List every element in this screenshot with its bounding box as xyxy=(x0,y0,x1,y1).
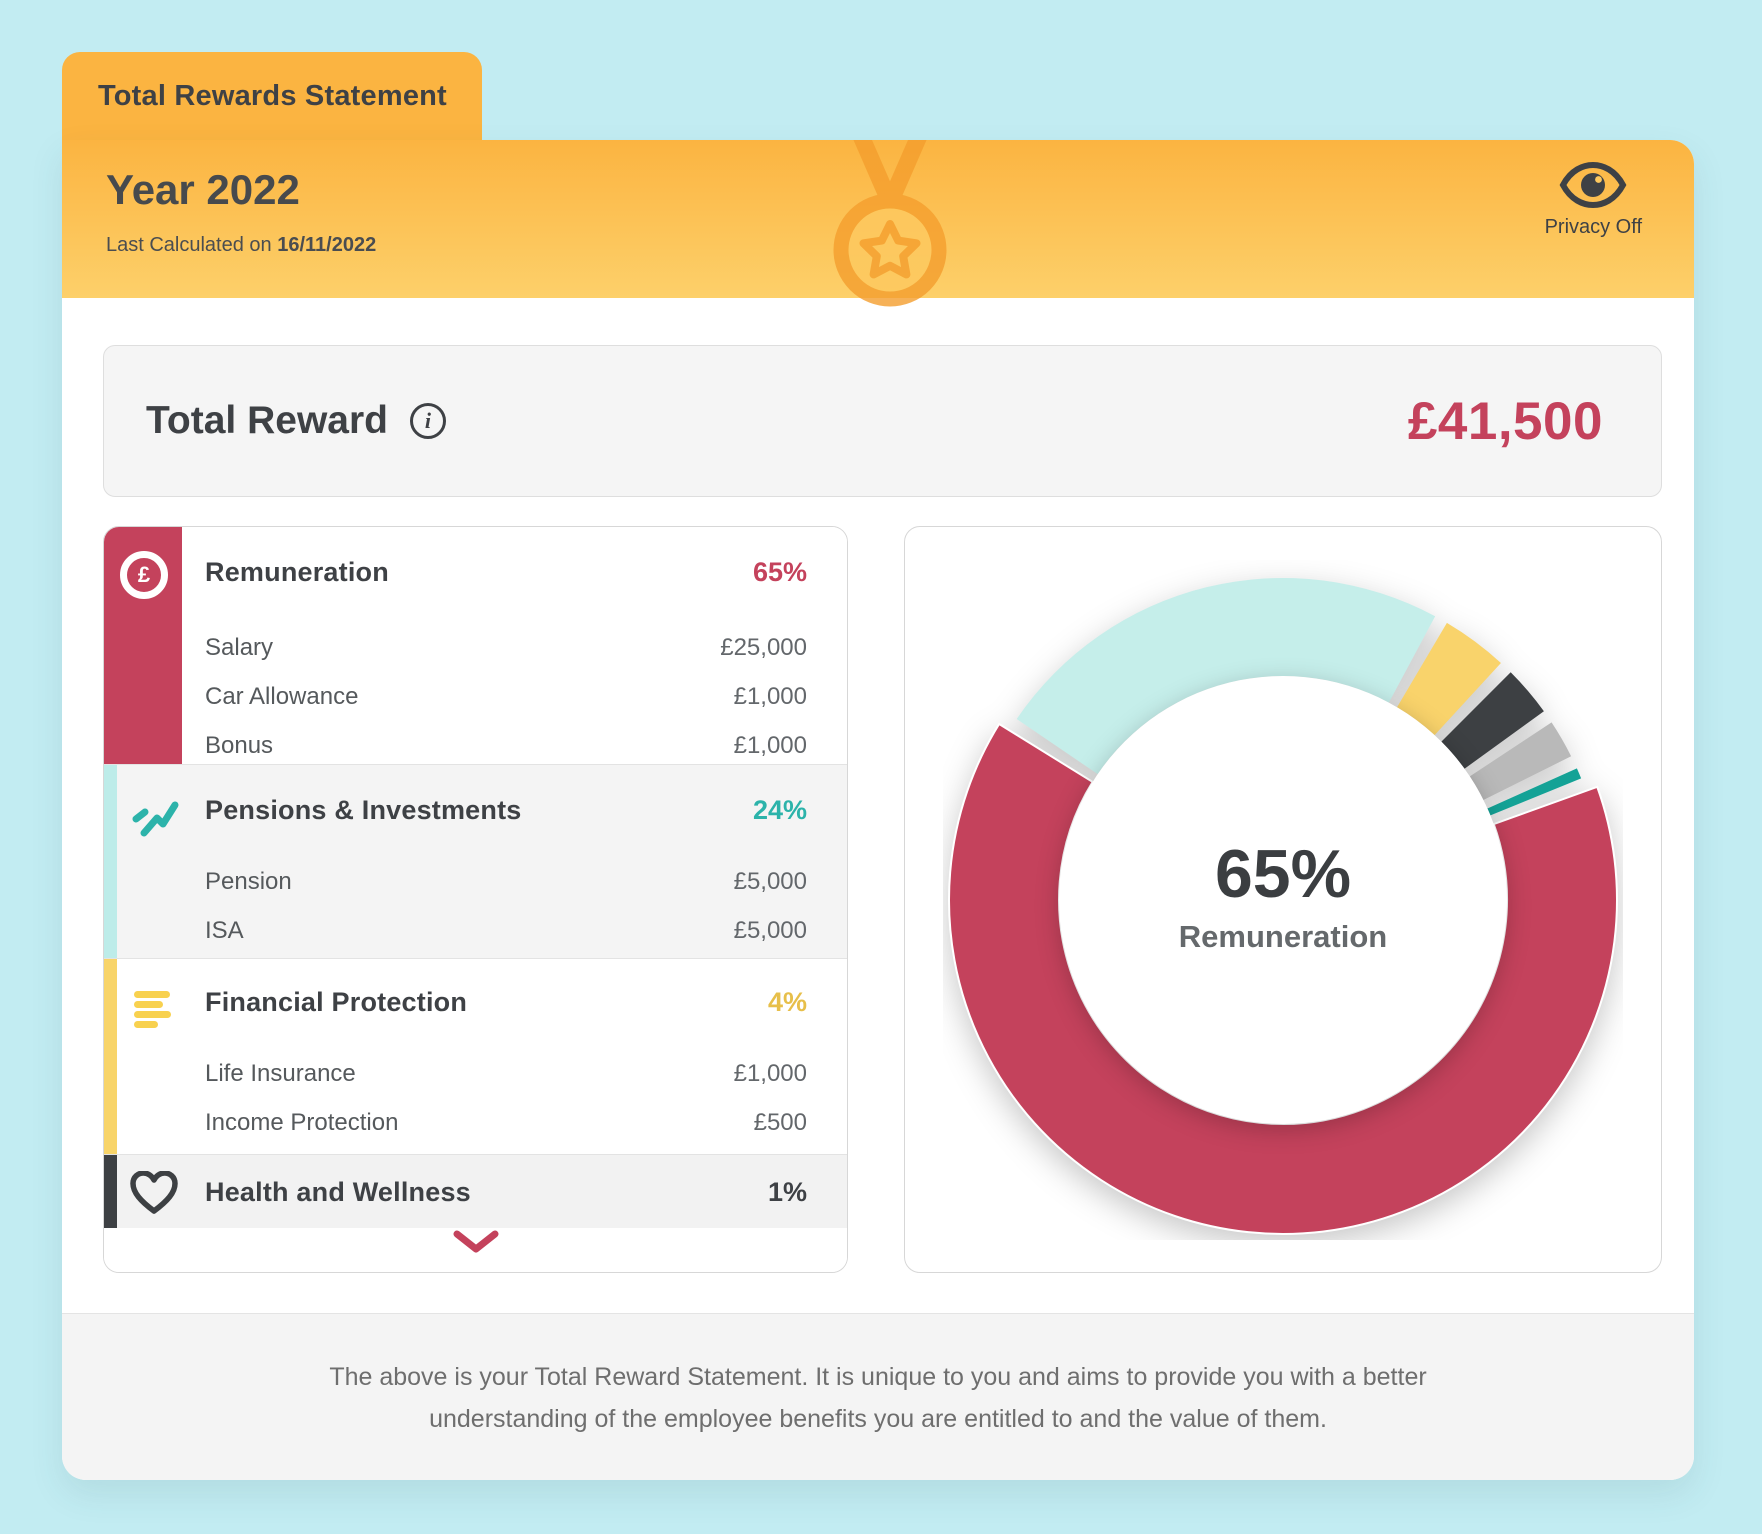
total-reward-label: Total Reward xyxy=(146,399,388,442)
category-section-pensions-investments: Pensions & Investments 24% Pension £5,00… xyxy=(104,764,847,958)
category-percent: 65% xyxy=(752,557,807,587)
list-item: Pension £5,000 xyxy=(205,857,807,906)
item-value: £1,000 xyxy=(733,731,807,759)
category-title: Health and Wellness xyxy=(205,1177,471,1207)
pound-circle-icon: £ xyxy=(120,551,168,599)
statement-footer: The above is your Total Reward Statement… xyxy=(62,1313,1694,1480)
info-icon[interactable]: i xyxy=(409,403,446,439)
list-item: Car Allowance £1,000 xyxy=(205,672,807,721)
stacked-cash-icon xyxy=(134,991,171,1028)
item-label: ISA xyxy=(205,916,244,944)
list-item: Salary £25,000 xyxy=(205,623,807,672)
list-item: Income Protection £500 xyxy=(205,1098,807,1147)
last-calculated: Last Calculated on 16/11/2022 xyxy=(106,234,376,257)
item-label: Life Insurance xyxy=(205,1059,356,1087)
category-section-remuneration: £ Remuneration 65% Salary £25,000 Car Al xyxy=(104,527,847,764)
category-percent: 1% xyxy=(767,1177,807,1207)
list-item: ISA £5,000 xyxy=(205,906,807,955)
year-title: Year 2022 xyxy=(106,166,300,213)
medal-icon xyxy=(833,140,947,307)
footer-text: The above is your Total Reward Statement… xyxy=(329,1362,1427,1433)
list-item: Bonus £1,000 xyxy=(205,721,807,770)
category-percent: 4% xyxy=(767,987,807,1017)
donut-svg xyxy=(948,577,1618,1235)
donut-segment-unlabeled-teal xyxy=(1487,767,1582,815)
heart-icon xyxy=(130,1171,178,1214)
trend-zigzag-icon xyxy=(132,801,179,837)
expand-area xyxy=(104,1228,847,1272)
item-value: £5,000 xyxy=(733,916,807,944)
category-stripe xyxy=(104,1155,117,1228)
item-label: Bonus xyxy=(205,731,274,759)
item-value: £25,000 xyxy=(720,633,807,661)
item-label: Pension xyxy=(205,867,292,895)
category-section-financial-protection: Financial Protection 4% Life Insurance £… xyxy=(104,958,847,1154)
item-label: Salary xyxy=(205,633,274,661)
donut-segment-unlabeled-gray xyxy=(1469,721,1572,800)
privacy-label: Privacy Off xyxy=(1544,216,1642,238)
category-title: Remuneration xyxy=(205,557,389,587)
reward-donut-chart: 65% Remuneration xyxy=(943,560,1623,1240)
category-title: Pensions & Investments xyxy=(205,795,522,825)
item-value: £500 xyxy=(753,1108,807,1136)
list-item: Life Insurance £1,000 xyxy=(205,1049,807,1098)
donut-segment-financial-protection xyxy=(1397,622,1501,735)
eye-icon xyxy=(1559,162,1627,208)
item-value: £1,000 xyxy=(733,1059,807,1087)
total-reward-amount: £41,500 xyxy=(1407,391,1603,451)
category-stripe xyxy=(104,959,117,1154)
category-section-health-wellness: Health and Wellness 1% xyxy=(104,1154,847,1228)
donut-segment-health-and-wellness xyxy=(1441,671,1544,769)
statement-card: Year 2022 Last Calculated on 16/11/2022 xyxy=(62,140,1694,1480)
item-label: Income Protection xyxy=(205,1108,399,1136)
item-value: £1,000 xyxy=(733,682,807,710)
category-list-panel: £ Remuneration 65% Salary £25,000 Car Al xyxy=(103,526,848,1273)
donut-inner-circle xyxy=(1059,675,1507,1124)
total-rewards-page: Total Rewards Statement Year 2022 Last C… xyxy=(62,52,1694,1480)
tab-total-rewards-statement[interactable]: Total Rewards Statement xyxy=(62,52,482,140)
category-percent: 24% xyxy=(752,795,807,825)
last-calculated-label: Last Calculated on xyxy=(106,234,278,256)
chevron-down-icon xyxy=(453,1230,498,1253)
item-value: £5,000 xyxy=(733,867,807,895)
total-reward-bar: Total Reward i £41,500 xyxy=(103,345,1662,497)
privacy-toggle[interactable]: Privacy Off xyxy=(1545,162,1642,239)
tab-label: Total Rewards Statement xyxy=(98,79,447,112)
category-title: Financial Protection xyxy=(205,987,468,1017)
expand-categories-button[interactable] xyxy=(443,1228,509,1259)
last-calculated-date: 16/11/2022 xyxy=(277,234,377,256)
donut-segment-pensions-investments xyxy=(1016,577,1436,774)
reward-donut-panel: 65% Remuneration xyxy=(904,526,1662,1273)
category-stripe xyxy=(104,765,117,958)
header-band: Year 2022 Last Calculated on 16/11/2022 xyxy=(62,140,1694,307)
card-content: Total Reward i £41,500 £ Remuneration 65… xyxy=(62,298,1694,1273)
item-label: Car Allowance xyxy=(205,682,359,710)
